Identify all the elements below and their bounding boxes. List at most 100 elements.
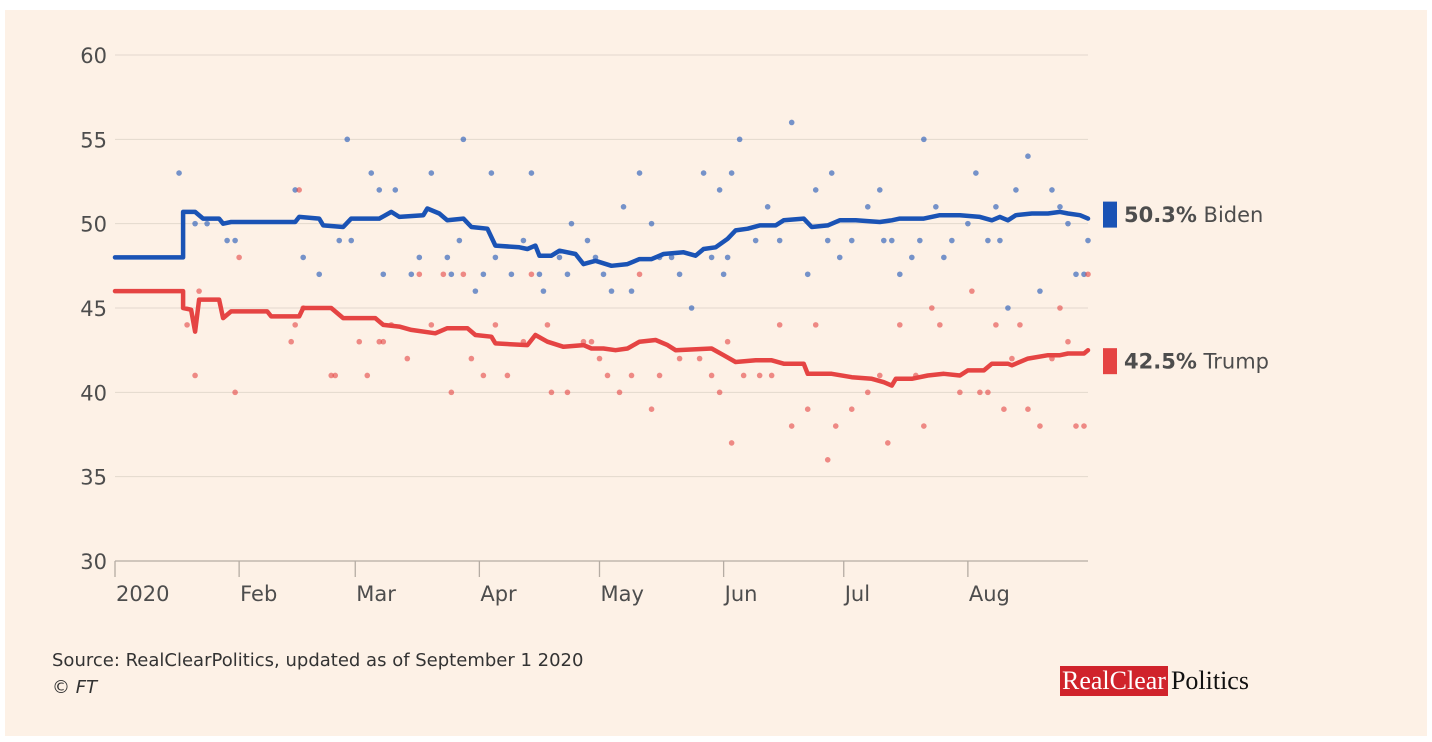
poll-dot-biden [492, 254, 499, 261]
poll-dot-biden [408, 271, 415, 278]
poll-dot-biden [536, 271, 543, 278]
poll-dot-trump [812, 322, 819, 328]
poll-dot-biden [508, 271, 515, 278]
poll-dot-biden [584, 237, 591, 244]
poll-dot-trump [724, 338, 731, 345]
poll-dot-trump [288, 338, 294, 345]
poll-dot-trump [1017, 322, 1023, 328]
poll-dot-biden [728, 170, 735, 176]
poll-dot-biden [965, 220, 971, 227]
poll-dot-biden [416, 254, 423, 261]
poll-dot-biden [540, 288, 547, 294]
copyright-note: © FT [52, 677, 98, 698]
poll-dot-biden [716, 187, 723, 193]
poll-dot-trump [548, 389, 555, 396]
source-note: Source: RealClearPolitics, updated as of… [52, 650, 584, 671]
poll-dot-trump [416, 271, 423, 278]
poll-dot-biden [720, 271, 727, 278]
poll-dot-trump [604, 372, 611, 379]
average-line-trump [112, 288, 1091, 388]
poll-dot-trump [804, 406, 811, 413]
poll-dot-biden [224, 237, 230, 244]
poll-dot-biden [344, 136, 351, 143]
y-tick-label: 35 [80, 466, 107, 490]
y-tick-label: 45 [80, 297, 107, 321]
poll-dot-trump [768, 372, 775, 379]
poll-dot-biden [428, 170, 435, 176]
poll-dot-trump [504, 372, 511, 379]
y-tick-label: 60 [80, 44, 107, 68]
poll-dot-biden [909, 254, 915, 261]
poll-dot-trump [708, 372, 715, 379]
poll-dot-trump [740, 372, 747, 379]
poll-dot-biden [192, 220, 198, 227]
average-line-biden [112, 206, 1091, 269]
poll-dot-biden [864, 204, 871, 210]
poll-dot-biden [1057, 204, 1063, 210]
poll-dot-trump [884, 440, 891, 446]
poll-dot-biden [724, 254, 731, 261]
poll-dot-biden [648, 220, 655, 227]
logo-realclear: RealClear [1060, 666, 1168, 696]
poll-dot-trump [1001, 406, 1007, 413]
poll-dot-biden [828, 170, 835, 176]
poll-dot-biden [1037, 288, 1043, 294]
y-tick-label: 55 [80, 128, 107, 152]
poll-dot-biden [921, 136, 927, 143]
end-series-name-biden: Biden [1197, 203, 1263, 227]
poll-dot-trump [404, 355, 411, 362]
poll-dot-trump [1073, 423, 1079, 429]
poll-dot-trump [588, 338, 595, 345]
poll-dot-biden [949, 237, 955, 244]
poll-dot-trump [328, 372, 335, 379]
poll-dot-trump [1009, 355, 1015, 362]
poll-dot-trump [977, 389, 983, 396]
poll-dot-biden [997, 237, 1003, 244]
end-value-biden: 50.3% [1124, 203, 1197, 227]
poll-dot-biden [376, 187, 383, 193]
poll-dot-biden [708, 254, 715, 261]
poll-dot-biden [1049, 187, 1055, 193]
poll-dot-biden [520, 237, 527, 244]
poll-dot-biden [444, 254, 451, 261]
poll-dot-biden [628, 288, 635, 294]
poll-dot-biden [636, 170, 643, 176]
poll-dot-trump [1025, 406, 1031, 413]
x-tick-label: Jul [843, 582, 870, 606]
poll-dot-biden [1073, 271, 1079, 278]
poll-dot-biden [700, 170, 707, 176]
poll-dot-trump [296, 187, 302, 193]
poll-dot-trump [897, 322, 903, 328]
poll-dot-biden [880, 237, 887, 244]
poll-dot-trump [1065, 338, 1071, 345]
poll-dot-trump [1057, 305, 1063, 311]
poll-dot-trump [1081, 423, 1087, 429]
end-series-name-trump: Trump [1197, 350, 1269, 374]
poll-dot-trump [528, 271, 535, 278]
poll-dot-trump [440, 271, 447, 278]
poll-dot-biden [1013, 187, 1019, 193]
poll-dot-biden [608, 288, 615, 294]
poll-dot-biden [300, 254, 306, 261]
logo-politics: Politics [1170, 666, 1249, 695]
poll-dot-biden [316, 271, 323, 278]
poll-dot-trump [332, 372, 339, 379]
poll-dot-trump [696, 355, 703, 362]
poll-dot-biden [824, 237, 831, 244]
poll-dot-trump [364, 372, 371, 379]
poll-dot-trump [196, 288, 202, 294]
poll-dot-trump [236, 254, 242, 261]
poll-dot-trump [192, 372, 198, 379]
poll-dot-biden [776, 237, 783, 244]
poll-dot-trump [460, 271, 467, 278]
realclearpolitics-logo: RealClear Politics [1060, 666, 1249, 696]
poll-dot-trump [656, 372, 663, 379]
poll-dot-biden [917, 237, 923, 244]
poll-dot-trump [676, 355, 683, 362]
x-tick-label: Aug [969, 582, 1010, 606]
poll-dot-biden [941, 254, 947, 261]
poll-dot-biden [1025, 153, 1031, 159]
poll-dot-trump [564, 389, 571, 396]
poll-dot-trump [448, 389, 455, 396]
poll-dot-biden [592, 254, 599, 261]
